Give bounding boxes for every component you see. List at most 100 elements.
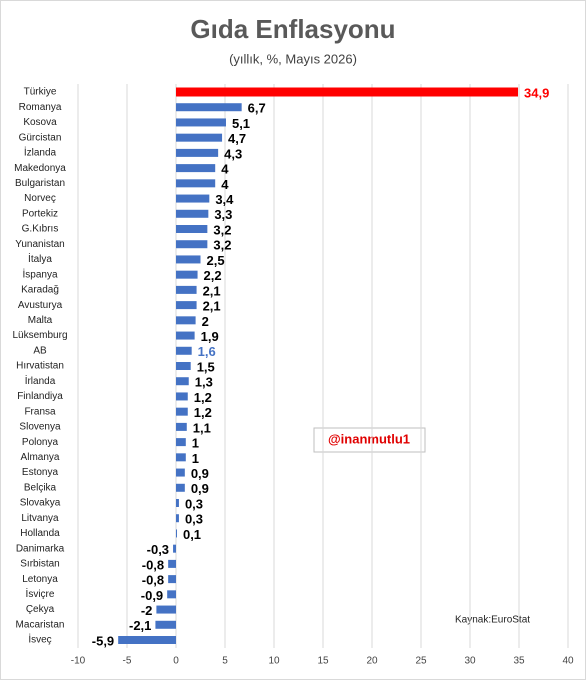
bar xyxy=(176,118,226,127)
value-label: 1,5 xyxy=(197,359,215,374)
y-tick-label: Danimarka xyxy=(16,543,65,554)
y-tick-label: Portekiz xyxy=(22,208,58,219)
value-label: 4 xyxy=(221,177,229,192)
bar xyxy=(176,392,188,401)
x-tick-label: 25 xyxy=(415,656,427,667)
value-label: 1,6 xyxy=(198,344,216,359)
y-tick-label: Belçika xyxy=(24,482,57,493)
value-label: 1,2 xyxy=(194,390,212,405)
x-tick-label: 35 xyxy=(513,656,525,667)
x-tick-label: -10 xyxy=(71,656,86,667)
value-label: 2,5 xyxy=(207,253,225,268)
value-label: 0,3 xyxy=(185,496,203,511)
bar xyxy=(176,148,219,157)
y-tick-label: Hırvatistan xyxy=(16,361,64,372)
bar xyxy=(173,544,176,553)
y-tick-label: Kosova xyxy=(23,117,57,128)
value-label: -2 xyxy=(141,603,153,618)
value-label: 5,1 xyxy=(232,116,250,131)
value-label: -0,3 xyxy=(147,542,169,557)
value-label: 0,9 xyxy=(191,481,209,496)
bar xyxy=(168,575,176,584)
x-tick-label: 40 xyxy=(562,656,574,667)
value-label: 4,7 xyxy=(228,131,246,146)
bar xyxy=(176,499,179,507)
annotation: Kaynak:EuroStat xyxy=(455,615,530,626)
y-tick-label: Çekya xyxy=(26,604,55,615)
bar xyxy=(176,316,196,325)
y-tick-label: Makedonya xyxy=(14,163,66,174)
value-label: 1,9 xyxy=(201,329,219,344)
bar xyxy=(176,362,191,370)
y-tick-label: Bulgaristan xyxy=(15,178,65,189)
y-tick-label: İsveç xyxy=(28,633,51,646)
value-label: 2,1 xyxy=(203,299,221,314)
bar xyxy=(176,285,197,294)
bar xyxy=(176,453,186,462)
bar xyxy=(176,377,189,386)
y-tick-label: Estonya xyxy=(22,467,59,478)
y-tick-label: Lüksemburg xyxy=(12,330,67,341)
value-label: 1,1 xyxy=(193,420,211,435)
y-tick-label: Norveç xyxy=(24,193,56,204)
bar xyxy=(167,590,176,599)
bar xyxy=(156,605,176,614)
y-tick-label: İsviçre xyxy=(26,587,55,600)
x-tick-label: 0 xyxy=(173,656,179,667)
annotation: @inanmutlu1 xyxy=(328,431,410,446)
annotation-box xyxy=(313,427,426,453)
y-tick-label: Slovakya xyxy=(20,498,61,509)
value-label: -2,1 xyxy=(129,618,151,633)
value-label: 1,3 xyxy=(195,375,213,390)
x-tick-label: -5 xyxy=(123,656,132,667)
x-tick-label: 20 xyxy=(366,656,378,667)
value-label: 2,2 xyxy=(204,268,222,283)
bar xyxy=(176,514,179,523)
x-tick-label: 5 xyxy=(222,656,228,667)
y-tick-label: Slovenya xyxy=(19,422,61,433)
value-label: 4,3 xyxy=(224,146,242,161)
value-label: -0,8 xyxy=(142,557,164,572)
x-tick-label: 30 xyxy=(464,656,476,667)
bar xyxy=(176,468,185,477)
y-tick-label: İspanya xyxy=(22,267,57,280)
bar xyxy=(176,346,192,355)
y-tick-label: Almanya xyxy=(21,452,60,463)
y-tick-label: G.Kıbrıs xyxy=(22,224,59,235)
bar xyxy=(176,225,208,233)
value-label: 0,9 xyxy=(191,466,209,481)
value-label: 0,1 xyxy=(183,527,201,542)
y-tick-label: Fransa xyxy=(24,406,56,417)
bar xyxy=(176,240,208,249)
value-label: 6,7 xyxy=(248,101,266,116)
y-tick-label: Yunanistan xyxy=(15,239,65,250)
y-tick-label: İtalya xyxy=(28,252,52,265)
value-label: 34,9 xyxy=(524,85,549,100)
value-label: 1,2 xyxy=(194,405,212,420)
bar xyxy=(118,636,176,644)
value-label: 3,4 xyxy=(215,192,234,207)
value-label: 1 xyxy=(192,436,199,451)
y-tick-label: Karadağ xyxy=(21,285,59,296)
y-tick-label: Finlandiya xyxy=(17,391,63,402)
y-tick-label: Sırbistan xyxy=(20,559,59,570)
bar xyxy=(176,422,187,431)
value-label: 3,2 xyxy=(213,238,231,253)
value-label: 3,3 xyxy=(214,207,232,222)
y-tick-label: İzlanda xyxy=(24,146,57,159)
y-tick-label: AB xyxy=(33,345,47,356)
chart-title: Gıda Enflasyonu xyxy=(190,14,395,44)
bar xyxy=(176,483,185,492)
y-tick-label: İrlanda xyxy=(25,374,56,387)
y-tick-label: Macaristan xyxy=(16,619,65,630)
y-tick-label: Avusturya xyxy=(18,300,63,311)
bar xyxy=(176,164,216,173)
y-tick-label: Romanya xyxy=(19,102,62,113)
bar xyxy=(176,133,223,142)
value-label: -0,9 xyxy=(141,588,163,603)
y-tick-label: Malta xyxy=(28,315,53,326)
value-label: 0,3 xyxy=(185,512,203,527)
y-tick-label: Gürcistan xyxy=(19,132,62,143)
